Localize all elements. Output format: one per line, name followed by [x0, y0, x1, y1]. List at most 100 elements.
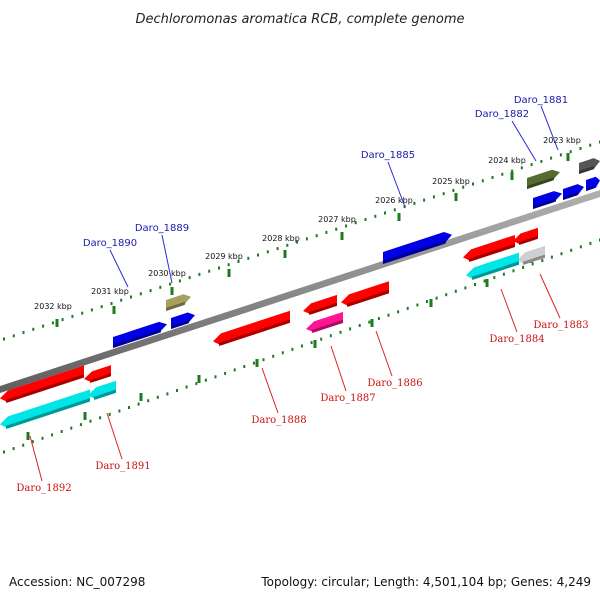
gene-unlabeled-f[interactable] — [513, 227, 538, 245]
lower-major-tick — [83, 412, 87, 420]
upper-scale-dot — [569, 150, 572, 154]
gene-unlabeled-a[interactable] — [563, 184, 584, 200]
scale-label: 2030 kbp — [148, 269, 186, 278]
lower-scale-dot — [176, 389, 178, 392]
lower-scale-dot — [349, 327, 352, 331]
gene-unlabeled-h[interactable] — [84, 365, 111, 383]
gene-Daro_1888[interactable] — [213, 310, 290, 346]
gene-unlabeled-b[interactable] — [586, 176, 600, 191]
gene-unlabeled-f-shade — [519, 235, 538, 245]
lower-scale-dot — [166, 392, 169, 396]
gene-Daro_1892-shade — [6, 398, 90, 429]
gene-Daro_1891-leader — [106, 412, 123, 460]
upper-scale-dot — [81, 311, 84, 315]
upper-scale-dot — [501, 172, 504, 176]
upper-major-tick — [227, 269, 231, 277]
gene-Daro_1882[interactable] — [533, 191, 562, 209]
upper-scale-dot — [90, 308, 93, 312]
upper-scale-dot — [462, 185, 465, 189]
lower-scale-dot — [502, 272, 505, 276]
lower-scale-dot — [560, 252, 563, 256]
lower-scale-dot — [416, 303, 419, 307]
gene-Daro_1889[interactable] — [166, 294, 191, 311]
lower-scale-dot — [397, 310, 400, 314]
upper-scale-dot — [169, 282, 172, 286]
gene-Daro_1891[interactable] — [88, 380, 116, 400]
gene-Daro_1887-shade — [312, 319, 343, 333]
gene-unlabeled-g-shade — [309, 302, 337, 315]
upper-scale-dot — [520, 166, 523, 170]
gene-unlabeled-c-shade — [579, 166, 594, 174]
upper-scale-dot — [247, 256, 250, 260]
upper-major-tick — [510, 172, 514, 180]
upper-scale-dot — [511, 169, 514, 173]
lower-scale-dot — [550, 255, 553, 259]
lower-scale-dot — [233, 368, 236, 372]
gene-Daro_1888-leader — [261, 367, 279, 414]
label-leaders — [29, 105, 561, 482]
gene-Daro_1881[interactable] — [527, 169, 560, 189]
lower-major-tick — [429, 299, 433, 307]
lower-scale-dot — [118, 409, 121, 413]
lower-scale-dot — [570, 248, 573, 252]
gene-Daro_1889-label: Daro_1889 — [135, 223, 189, 234]
upper-scale-dot — [559, 153, 562, 157]
upper-scale-dot — [22, 331, 25, 334]
upper-scale-dot — [540, 159, 543, 163]
gene-unlabeled-e[interactable] — [463, 234, 515, 262]
upper-scale-dot — [61, 318, 64, 322]
lower-scale-dot — [387, 313, 390, 317]
gene-Daro_1883-label: Daro_1883 — [533, 320, 588, 331]
scale-label: 2028 kbp — [262, 234, 300, 243]
lower-scale-dot — [147, 399, 150, 403]
upper-scale-dot — [579, 147, 582, 150]
lower-scale-dot — [589, 241, 592, 245]
upper-scale-dot — [110, 302, 113, 305]
upper-scale-dot — [491, 176, 494, 179]
gene-Daro_1892-label: Daro_1892 — [16, 483, 71, 494]
upper-scale-dot — [237, 260, 240, 263]
gene-Daro_1886-leader — [375, 330, 393, 377]
lower-major-tick — [197, 375, 201, 383]
gene-unlabeled-b-shade — [586, 185, 594, 191]
gene-unlabeled-g[interactable] — [303, 294, 337, 315]
lower-scale-dot — [531, 262, 534, 266]
upper-scale-dot — [227, 263, 230, 267]
gene-Daro_1887-leader — [330, 345, 347, 392]
upper-scale-dot — [364, 218, 367, 221]
upper-scale-dot — [32, 327, 35, 331]
upper-scale-dot — [452, 188, 455, 192]
upper-scale-dot — [432, 195, 435, 199]
lower-scale-dot — [281, 351, 284, 355]
gene-Daro_1883[interactable] — [517, 245, 545, 265]
lower-scale-dot — [195, 382, 198, 386]
gene-Daro_1890-label: Daro_1890 — [83, 238, 137, 249]
gene-unlabeled-c[interactable] — [579, 158, 600, 174]
upper-scale-dot — [178, 279, 181, 283]
gene-Daro_1881-leader — [540, 105, 559, 151]
gene-unlabeled-i[interactable] — [0, 365, 84, 403]
gene-unlabeled-d[interactable] — [171, 312, 195, 329]
gene-Daro_1892[interactable] — [0, 389, 90, 429]
gene-unlabeled-i-body — [0, 365, 84, 403]
gene-labels: Daro_1881 Daro_1882 Daro_1885 Daro_1889 Daro… — [16, 95, 588, 494]
gene-Daro_1888-body — [213, 310, 290, 346]
scale-label: 2031 kbp — [91, 287, 129, 296]
gene-Daro_1886[interactable] — [341, 281, 389, 307]
upper-scale-dot — [305, 237, 308, 241]
lower-scale-dot — [474, 283, 476, 286]
gene-Daro_1885[interactable] — [383, 231, 452, 264]
lower-scale-dot — [252, 361, 255, 365]
upper-scale-dot — [393, 208, 396, 212]
lower-scale-dot — [329, 334, 332, 338]
gene-Daro_1885-label: Daro_1885 — [361, 150, 415, 161]
upper-major-tick — [566, 153, 570, 161]
lower-scale-dot — [464, 286, 467, 290]
gene-Daro_1890[interactable] — [113, 321, 167, 349]
upper-major-tick — [170, 287, 174, 295]
scale-label: 2024 kbp — [488, 156, 526, 165]
gene-Daro_1892-body — [0, 389, 90, 429]
gene-Daro_1887[interactable] — [306, 311, 343, 333]
lower-scale-dot — [301, 344, 303, 348]
gene-Daro_1884[interactable] — [466, 252, 519, 280]
